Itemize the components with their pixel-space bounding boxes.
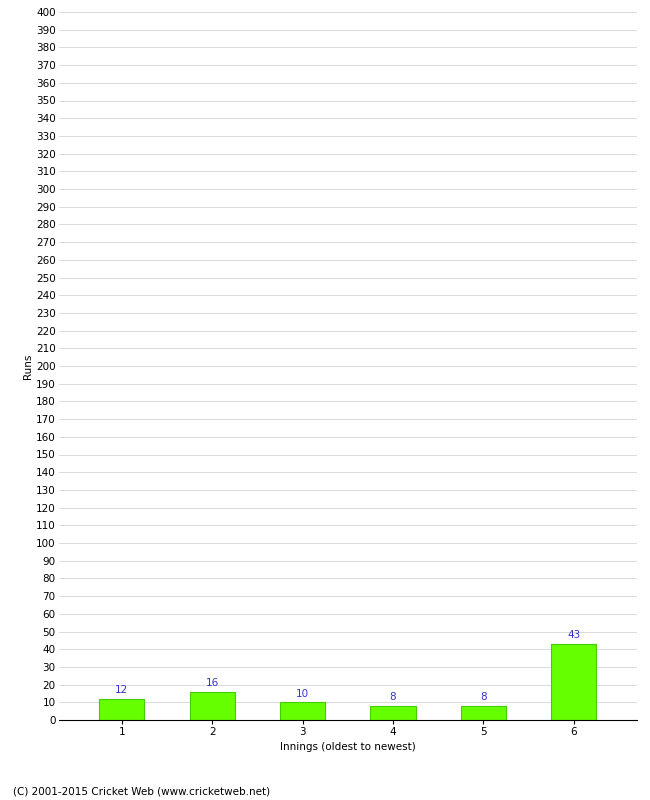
Bar (99, 698, 144, 720)
Text: 8: 8 (480, 692, 487, 702)
Text: (C) 2001-2015 Cricket Web (www.cricketweb.net): (C) 2001-2015 Cricket Web (www.cricketwe… (13, 786, 270, 796)
Bar (461, 706, 506, 720)
Text: 8: 8 (389, 692, 396, 702)
Y-axis label: Runs: Runs (23, 354, 33, 378)
Text: 12: 12 (115, 686, 129, 695)
Bar (370, 706, 415, 720)
Text: 43: 43 (567, 630, 580, 640)
Bar (280, 702, 325, 720)
Text: 16: 16 (205, 678, 219, 688)
Bar (190, 692, 235, 720)
X-axis label: Innings (oldest to newest): Innings (oldest to newest) (280, 742, 415, 753)
Bar (551, 644, 596, 720)
Text: 10: 10 (296, 689, 309, 698)
